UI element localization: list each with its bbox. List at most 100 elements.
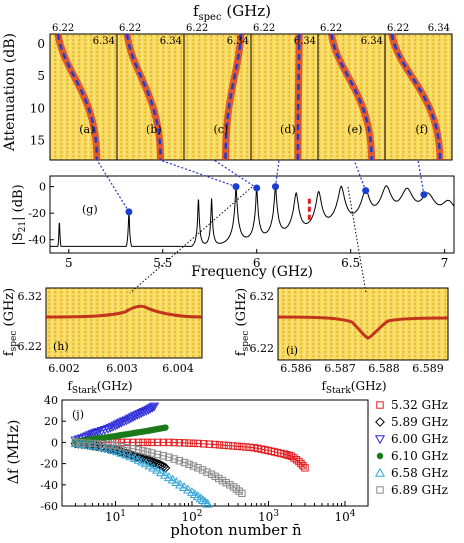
- j-point: [179, 482, 190, 491]
- top-panel-tick-left: 6.22: [387, 23, 409, 34]
- top-xlabel: fspec (GHz): [193, 2, 271, 23]
- j-ytick-label: 20: [44, 415, 58, 428]
- j-series-4: [70, 438, 213, 508]
- g-highlight-dot: [125, 208, 133, 216]
- panel-h-xtick-1: 6.003: [106, 362, 138, 375]
- j-ytick-label: -60: [40, 500, 58, 513]
- j-point: [280, 450, 288, 458]
- j-point: [163, 472, 175, 482]
- g-connector: [417, 159, 425, 195]
- j-point: [238, 489, 246, 497]
- j-ytick-label: 0: [51, 436, 58, 449]
- j-point: [194, 439, 202, 448]
- g-ytick-label: -20: [28, 207, 46, 220]
- j-point: [374, 467, 386, 477]
- j-point: [233, 442, 242, 450]
- j-point: [88, 439, 97, 448]
- j-point: [158, 461, 169, 472]
- top-panel-tick-right: 6.34: [294, 36, 316, 47]
- top-panel-trace: [125, 33, 162, 161]
- j-point: [218, 476, 227, 485]
- g-xtick-label: 6: [253, 256, 261, 270]
- panel-g: 5 5.5 6 6.5 7 0 -20 -40 (g) |S21| (dB) Frequenc…: [11, 159, 455, 280]
- j-point: [127, 413, 139, 423]
- j-point: [175, 439, 184, 447]
- j-point: [134, 446, 143, 454]
- j-point: [180, 458, 189, 467]
- j-xtick-label: 101: [105, 509, 126, 524]
- top-panel-d: (d) 6.22 6.34: [250, 23, 319, 161]
- j-point: [285, 451, 293, 460]
- panel-i-map: [277, 287, 449, 361]
- j-point: [376, 401, 384, 409]
- connector-g-i: [347, 186, 367, 294]
- j-point: [121, 416, 132, 426]
- top-panel-label: (c): [213, 123, 228, 136]
- j-point: [87, 430, 98, 440]
- panel-h-ylabel: fspec (GHz): [2, 288, 19, 356]
- top-ytick-label: 0: [37, 37, 45, 51]
- j-point: [123, 444, 131, 452]
- j-point: [292, 456, 301, 464]
- j-point: [99, 440, 107, 448]
- g-xtick-label: 7: [441, 256, 449, 270]
- panel-i-trace: [277, 315, 449, 340]
- top-panel-tick-right: 6.34: [428, 23, 450, 34]
- j-point: [165, 453, 173, 461]
- panel-g-xlabel: Frequency (GHz): [191, 264, 313, 280]
- j-point: [189, 439, 198, 447]
- j-point: [152, 464, 163, 474]
- j-point: [114, 419, 125, 429]
- g-xtick-label: 5.5: [153, 256, 172, 270]
- j-point: [107, 422, 119, 432]
- j-point: [162, 424, 169, 431]
- g-connector: [353, 159, 367, 191]
- panel-i-xtick-3: 6.589: [412, 362, 444, 375]
- j-point: [84, 431, 96, 441]
- j-point: [143, 405, 154, 415]
- j-point: [376, 486, 384, 494]
- j-series-3: [72, 424, 169, 445]
- j-point: [200, 496, 211, 506]
- j-point: [222, 478, 230, 487]
- panel-h-xlabel: fStark(GHz): [67, 379, 132, 396]
- top-panel-label: (e): [347, 123, 362, 136]
- j-point: [153, 438, 162, 447]
- j-point: [91, 428, 102, 438]
- j-legend-label: 6.10 GHz: [391, 449, 448, 463]
- top-ytick-label: 5: [37, 69, 45, 83]
- g-highlight-dot: [253, 184, 261, 192]
- panel-h-label: (h): [53, 340, 69, 353]
- j-point: [299, 462, 307, 470]
- j-ytick-label: -20: [40, 458, 58, 471]
- panel-h-ytick-0: 6.32: [18, 290, 43, 303]
- panel-j-xlabel: photon number n̄: [170, 521, 302, 539]
- j-point: [165, 438, 173, 447]
- panel-i-xtick-0: 6.586: [280, 362, 312, 375]
- g-xtick-label: 6.5: [341, 256, 360, 270]
- j-point: [105, 423, 116, 433]
- top-panel-tick-left: 6.22: [52, 23, 74, 34]
- top-panel-tick-right: 6.34: [93, 36, 115, 47]
- top-panel-tick-left: 6.22: [119, 23, 141, 34]
- g-connector: [213, 159, 258, 189]
- top-panel-label: (b): [146, 123, 162, 136]
- panel-i-ytick-0: 6.32: [250, 290, 275, 303]
- j-point: [195, 493, 206, 503]
- panel-i-xlabel: fStark(GHz): [321, 379, 386, 396]
- j-point: [376, 452, 384, 460]
- j-point: [148, 438, 156, 447]
- j-point: [136, 409, 147, 418]
- panel-g-label: (g): [82, 203, 98, 216]
- top-panel-label: (f): [416, 123, 429, 136]
- j-point: [197, 495, 209, 505]
- top-ylabel: Attenuation (dB): [2, 33, 18, 152]
- panel-h-trace: [45, 304, 203, 319]
- j-ytick-label: -40: [40, 479, 58, 492]
- j-point: [301, 464, 309, 472]
- j-point: [139, 447, 147, 455]
- j-point: [194, 464, 202, 472]
- top-panel-tick-left: 6.22: [253, 23, 275, 34]
- j-point: [189, 462, 198, 470]
